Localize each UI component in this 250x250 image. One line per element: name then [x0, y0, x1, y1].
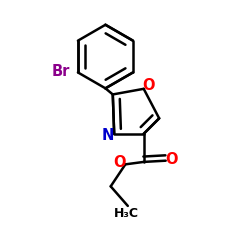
Text: N: N — [102, 128, 114, 143]
Text: O: O — [142, 78, 154, 94]
Text: H₃C: H₃C — [114, 207, 139, 220]
Text: Br: Br — [51, 64, 70, 79]
Text: O: O — [166, 152, 178, 167]
Text: O: O — [114, 155, 126, 170]
